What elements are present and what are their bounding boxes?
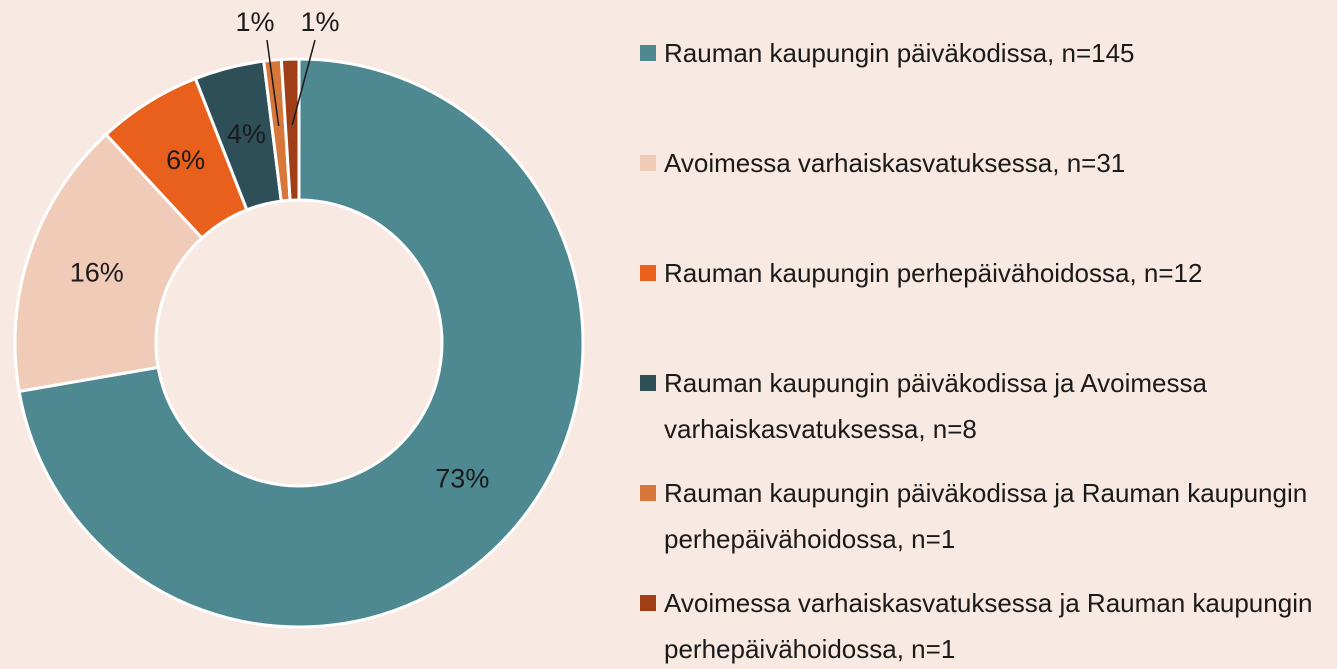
legend-item: Avoimessa varhaiskasvatuksessa ja Rauman… (640, 580, 1330, 669)
legend-swatch (640, 45, 656, 61)
legend-swatch (640, 595, 656, 611)
data-label: 6% (166, 145, 205, 175)
legend-item: Rauman kaupungin päiväkodissa, n=145 (640, 30, 1330, 76)
leader-line (291, 39, 316, 126)
legend-swatch (640, 375, 656, 391)
legend-swatch (640, 155, 656, 171)
slice (279, 57, 301, 202)
legend-label: Rauman kaupungin perhepäivähoidossa, n=1… (664, 258, 1203, 288)
legend-label: Rauman kaupungin päiväkodissa ja Avoimes… (664, 368, 1207, 444)
leader-line (266, 39, 280, 127)
legend-item: Avoimessa varhaiskasvatuksessa, n=31 (640, 140, 1330, 186)
legend-label: Avoimessa varhaiskasvatuksessa, n=31 (664, 148, 1126, 178)
data-label: 1% (235, 7, 274, 37)
legend-swatch (640, 485, 656, 501)
legend-label: Rauman kaupungin päiväkodissa, n=145 (664, 38, 1135, 68)
legend-swatch (640, 265, 656, 281)
legend-label: Avoimessa varhaiskasvatuksessa ja Rauman… (664, 588, 1313, 664)
slice (17, 57, 585, 629)
legend-item: Rauman kaupungin perhepäivähoidossa, n=1… (640, 250, 1330, 296)
donut-chart: 73% 16% 6% 4% 1% 1% (13, 7, 585, 629)
data-label: 16% (70, 258, 124, 288)
legend-item: Rauman kaupungin päiväkodissa ja Avoimes… (640, 360, 1330, 452)
legend-label: Rauman kaupungin päiväkodissa ja Rauman … (664, 478, 1308, 554)
data-label: 1% (300, 7, 339, 37)
legend-item: Rauman kaupungin päiväkodissa ja Rauman … (640, 470, 1330, 562)
slice (13, 132, 205, 394)
data-label: 73% (435, 464, 489, 494)
data-label: 4% (227, 119, 266, 149)
